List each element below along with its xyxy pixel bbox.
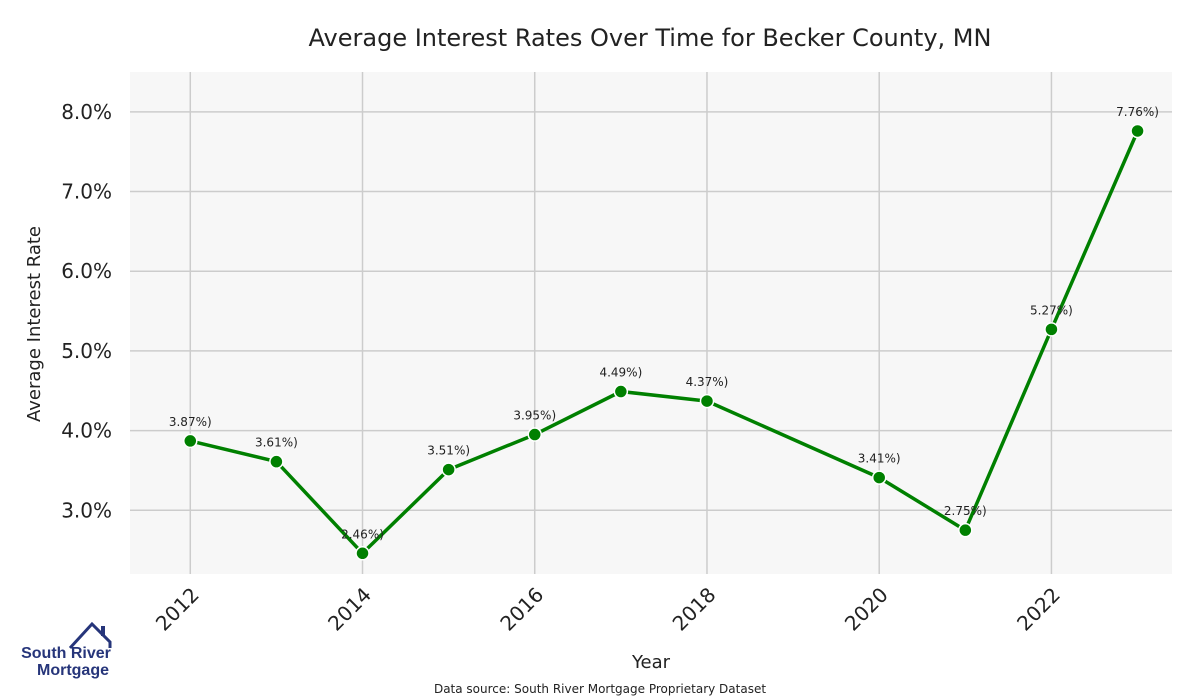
data-label: 2.46%) [341, 527, 384, 541]
grid [130, 72, 1172, 574]
x-tick-label: 2022 [1012, 583, 1065, 636]
data-point [871, 470, 887, 485]
data-label: 7.76%) [1116, 105, 1159, 119]
x-tick-label: 2016 [495, 583, 548, 636]
data-label: 2.75%) [944, 504, 987, 518]
y-tick-labels: 3.0% 4.0% 5.0% 6.0% 7.0% 8.0% [61, 100, 112, 522]
data-point [1130, 123, 1145, 139]
data-label: 4.49%) [599, 366, 642, 380]
y-tick-label: 5.0% [61, 339, 112, 363]
x-tick-labels: 2012 2014 2016 2018 2020 2022 [151, 583, 1065, 636]
y-tick-label: 7.0% [61, 180, 112, 204]
company-logo: South River Mortgage [21, 621, 112, 679]
data-label: 3.41%) [858, 452, 901, 466]
data-point [441, 462, 456, 477]
x-tick-label: 2012 [151, 583, 204, 636]
y-tick-label: 6.0% [61, 259, 112, 283]
data-point [355, 546, 370, 561]
data-label: 5.27%) [1030, 303, 1073, 317]
plot-area [130, 72, 1172, 574]
data-label: 3.61%) [255, 436, 298, 450]
logo-line-1: South River [21, 645, 111, 662]
house-chimney-icon [101, 626, 105, 636]
data-label: 3.51%) [427, 444, 470, 458]
data-point [1044, 322, 1059, 337]
data-points [183, 123, 1145, 561]
data-label: 3.87%) [169, 415, 212, 429]
x-tick-label: 2018 [668, 583, 721, 636]
data-point [183, 433, 198, 449]
data-point [527, 427, 542, 442]
x-axis-label: Year [631, 652, 671, 673]
y-tick-label: 8.0% [61, 100, 112, 124]
data-point [958, 522, 973, 538]
source-note: Data source: South River Mortgage Propri… [434, 682, 766, 696]
data-point [613, 384, 629, 399]
chart-title: Average Interest Rates Over Time for Bec… [309, 24, 992, 52]
y-tick-label: 4.0% [61, 419, 112, 443]
data-point [699, 393, 715, 409]
y-axis-label: Average Interest Rate [24, 226, 45, 422]
x-tick-label: 2014 [323, 583, 376, 636]
data-label: 3.95%) [513, 409, 556, 423]
data-point [269, 454, 284, 469]
y-tick-label: 3.0% [61, 498, 112, 522]
data-label: 4.37%) [686, 375, 729, 389]
x-tick-label: 2020 [840, 583, 893, 636]
data-labels: 3.87%) 3.61%) 2.46%) 3.51%) 3.95%) 4.49%) 4.37… [169, 105, 1159, 541]
logo-line-2: Mortgage [37, 662, 109, 679]
